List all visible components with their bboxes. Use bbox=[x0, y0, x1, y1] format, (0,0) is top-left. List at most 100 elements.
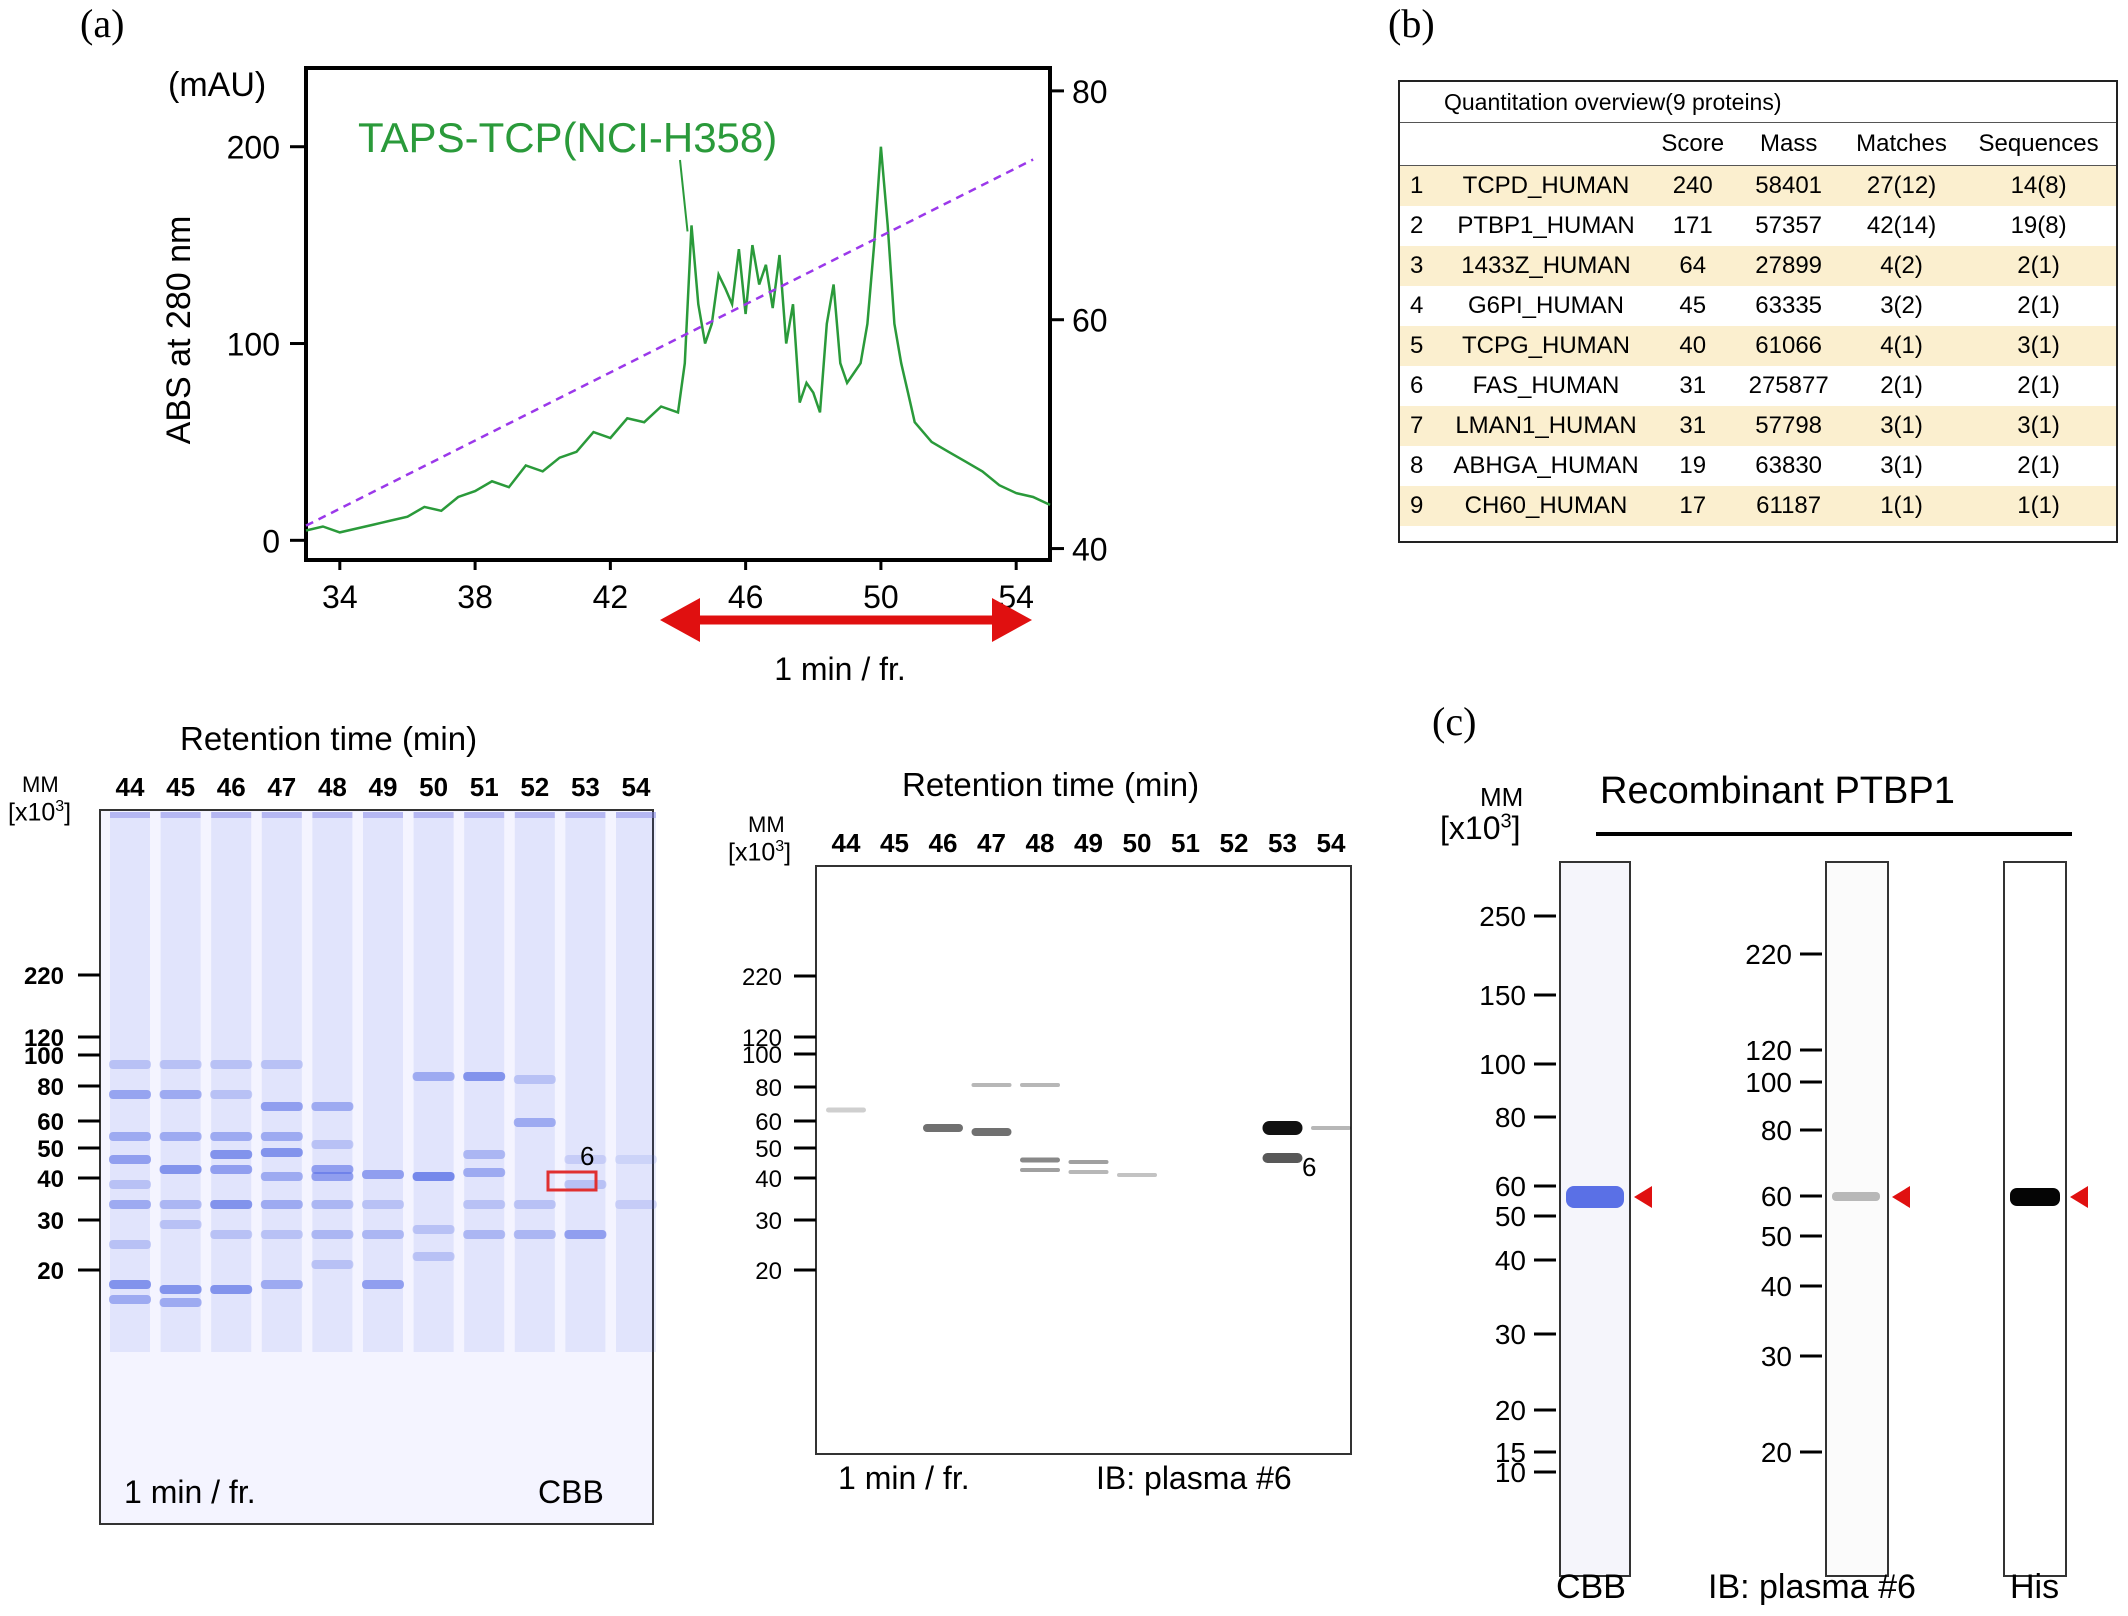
table-header-cell bbox=[1442, 122, 1650, 166]
cbb-band bbox=[412, 1172, 455, 1181]
rec-cbb-marker-label: 100 bbox=[1479, 1049, 1526, 1080]
table-row: 3 1433Z_HUMAN 64 27899 4(2) 2(1) bbox=[1400, 246, 2116, 286]
cbb-band bbox=[311, 1230, 354, 1239]
cbb-band bbox=[463, 1072, 506, 1081]
rec-cbb-marker-label: 40 bbox=[1495, 1245, 1526, 1276]
ib-lane-label: 44 bbox=[832, 828, 861, 858]
gradient-line bbox=[305, 158, 1034, 527]
table-cell: 3 bbox=[1400, 246, 1442, 286]
table-cell: 1433Z_HUMAN bbox=[1442, 246, 1650, 286]
ib-lane-label: 52 bbox=[1220, 828, 1249, 858]
ib-lane-label: 51 bbox=[1171, 828, 1200, 858]
table-header-cell bbox=[1400, 122, 1442, 166]
rec-mm-label: MM bbox=[1480, 782, 1524, 812]
table-cell: LMAN1_HUMAN bbox=[1442, 406, 1650, 446]
ib-mm-unit-text: [x10 bbox=[728, 838, 776, 867]
rec-lane-label-his: His bbox=[2010, 1568, 2060, 1606]
cbb-band bbox=[513, 1200, 556, 1209]
ib-band bbox=[1020, 1083, 1060, 1087]
cbb-bands bbox=[109, 812, 657, 1352]
rec-ib-marker-label: 40 bbox=[1761, 1271, 1792, 1302]
table-cell: 240 bbox=[1650, 165, 1736, 206]
cbb-band bbox=[362, 1280, 404, 1289]
rec-cbb-marker-label: 20 bbox=[1495, 1395, 1526, 1426]
ib-mm-label: MM bbox=[748, 812, 785, 837]
cbb-well bbox=[211, 812, 252, 818]
cbb-band bbox=[109, 1060, 151, 1069]
cbb-lane-smear bbox=[110, 812, 150, 1352]
cbb-mm-exp: 3 bbox=[55, 798, 65, 815]
recombinant-title: Recombinant PTBP1 bbox=[1600, 770, 1955, 812]
chart-title: TAPS-TCP(NCI-H358) bbox=[358, 114, 777, 161]
cbb-band bbox=[311, 1200, 354, 1209]
table-cell: G6PI_HUMAN bbox=[1467, 292, 1625, 319]
table-cell: 3(1) bbox=[1880, 452, 1923, 479]
cbb-band bbox=[260, 1200, 303, 1209]
cbb-lane-label: 53 bbox=[571, 772, 600, 802]
table-cell: 3(1) bbox=[1841, 406, 1962, 446]
ib-lane-label: 54 bbox=[1317, 828, 1346, 858]
rec-cbb-marker-label: 150 bbox=[1479, 980, 1526, 1011]
rec-cbb-marker-label: 80 bbox=[1495, 1102, 1526, 1133]
rec-cbb-band bbox=[1566, 1186, 1624, 1208]
cbb-band bbox=[109, 1155, 151, 1164]
rec-cbb-marker-label: 10 bbox=[1495, 1457, 1526, 1488]
rec-ib-marker-label: 100 bbox=[1745, 1067, 1792, 1098]
cbb-band bbox=[109, 1280, 151, 1289]
plot-frame bbox=[304, 66, 1052, 562]
y-axis-label: ABS at 280 nm bbox=[160, 216, 198, 445]
table-header-cell: Mass bbox=[1735, 122, 1842, 166]
cbb-marker-label: 20 bbox=[37, 1258, 64, 1285]
cbb-band bbox=[311, 1260, 354, 1269]
rec-lane-label-ib: IB: plasma #6 bbox=[1708, 1568, 1916, 1606]
cbb-well bbox=[261, 812, 302, 818]
cbb-well bbox=[363, 812, 403, 818]
cbb-mm-unit: [x103] bbox=[8, 798, 71, 827]
cbb-band bbox=[260, 1230, 303, 1239]
ib-mm-close: ] bbox=[784, 838, 792, 867]
ib-mm-unit: [x103] bbox=[728, 838, 791, 867]
ib-mm-exp: 3 bbox=[775, 838, 785, 855]
ib-marker-label: 220 bbox=[742, 964, 782, 991]
fraction-label: 1 min / fr. bbox=[774, 651, 906, 687]
cbb-gel: 44 45 46 47 48 49 50 51 52 53 54 22012010080605040… bbox=[24, 772, 657, 1525]
ib-gel: 44 45 46 47 48 49 50 51 52 53 54 22012010080605040… bbox=[742, 828, 1352, 1455]
rec-cbb-marker-label: 250 bbox=[1479, 901, 1526, 932]
ib-marker-label: 20 bbox=[755, 1258, 782, 1285]
ib-marker-label: 100 bbox=[742, 1042, 782, 1069]
panel-label-a: (a) bbox=[80, 1, 125, 46]
rec-ib-marker-label: 120 bbox=[1745, 1035, 1792, 1066]
y2-tick-label: 60 bbox=[1072, 303, 1108, 339]
ib-marker-label: 60 bbox=[755, 1109, 782, 1136]
ib-footer-left: 1 min / fr. bbox=[838, 1460, 970, 1496]
table-cell: 19 bbox=[1679, 452, 1707, 479]
cbb-lane-label: 47 bbox=[267, 772, 296, 802]
cbb-lane-smear bbox=[211, 812, 252, 1352]
y-tick-label: 200 bbox=[227, 130, 280, 166]
table-cell: 8 bbox=[1410, 452, 1424, 479]
cbb-well bbox=[160, 812, 201, 818]
rec-his-arrowhead bbox=[2070, 1186, 2088, 1208]
table-cell: 2(1) bbox=[1880, 372, 1923, 399]
rec-ib-marker-label: 80 bbox=[1761, 1115, 1792, 1146]
cbb-mm-close: ] bbox=[64, 798, 72, 827]
y-tick-label: 0 bbox=[262, 523, 280, 559]
table-cell: FAS_HUMAN bbox=[1472, 372, 1620, 399]
rec-cbb-lane bbox=[1559, 861, 1631, 1577]
cbb-marker-label: 220 bbox=[24, 963, 64, 990]
table-cell: 57798 bbox=[1735, 406, 1842, 446]
table-cell: 3(2) bbox=[1880, 292, 1923, 319]
cbb-band bbox=[311, 1172, 354, 1181]
ib-gel-area bbox=[815, 865, 1352, 1455]
cbb-marker-label: 100 bbox=[24, 1043, 64, 1070]
cbb-band bbox=[210, 1060, 253, 1069]
cbb-band bbox=[463, 1168, 506, 1177]
cbb-band bbox=[564, 1180, 607, 1189]
cbb-band bbox=[362, 1200, 404, 1209]
cbb-lane-label: 51 bbox=[470, 772, 499, 802]
cbb-band bbox=[463, 1150, 506, 1159]
table-cell: 1 bbox=[1400, 165, 1442, 206]
ib-footer-right: IB: plasma #6 bbox=[1096, 1460, 1292, 1496]
